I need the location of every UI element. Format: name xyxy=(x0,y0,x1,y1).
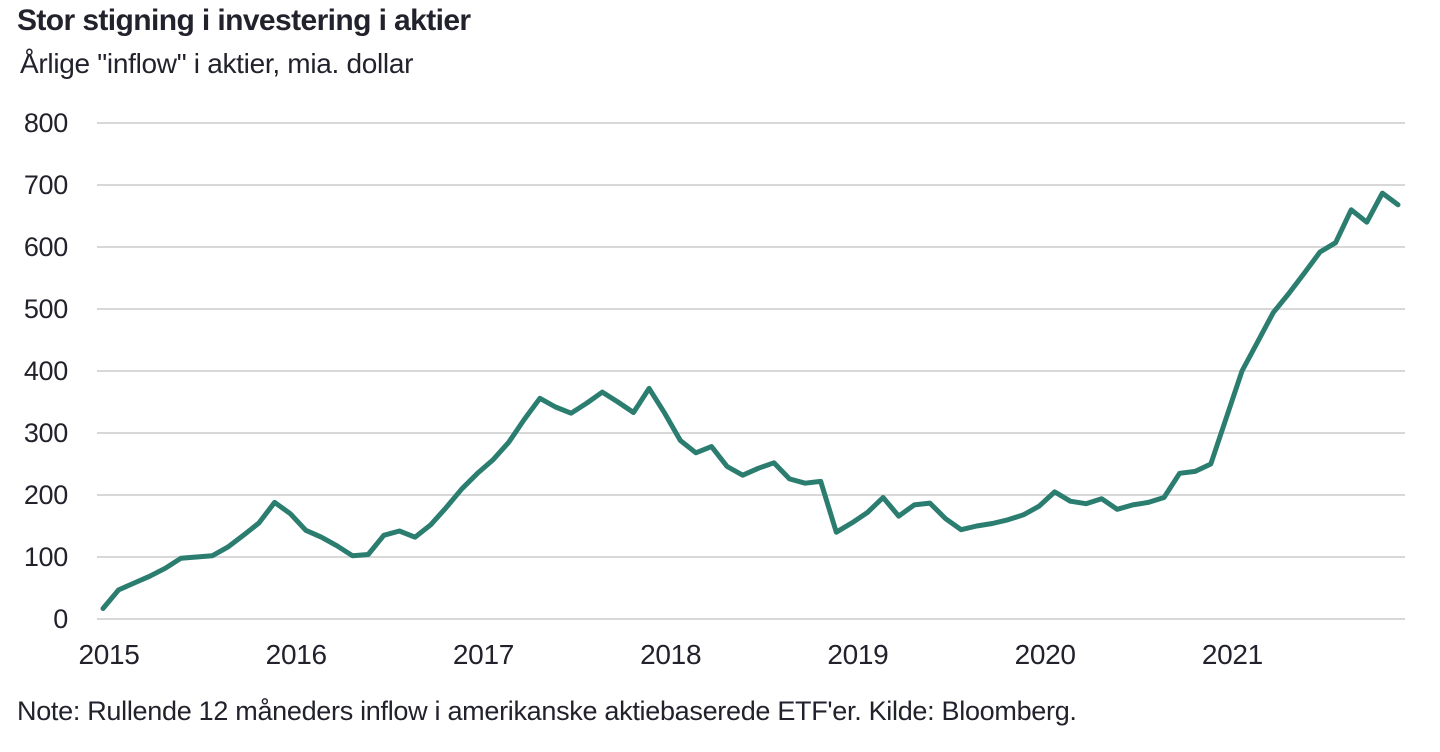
x-axis-tick-label: 2016 xyxy=(265,639,327,670)
y-axis-tick-label: 200 xyxy=(23,480,68,510)
y-axis-tick-label: 700 xyxy=(23,170,68,200)
y-axis-tick-label: 500 xyxy=(23,294,68,324)
x-axis-tick-label: 2018 xyxy=(640,639,702,670)
chart-subtitle: Årlige "inflow" i aktier, mia. dollar xyxy=(20,48,414,79)
x-axis-tick-label: 2015 xyxy=(78,639,140,670)
y-axis-tick-label: 100 xyxy=(23,542,68,572)
x-axis-tick-label: 2019 xyxy=(827,639,889,670)
inflow-line xyxy=(100,190,1401,611)
y-axis-tick-label: 600 xyxy=(23,232,68,262)
x-axis-tick-label: 2017 xyxy=(452,639,514,670)
chart-note: Note: Rullende 12 måneders inflow i amer… xyxy=(17,696,1077,726)
y-axis-tick-label: 800 xyxy=(23,108,68,138)
x-axis-tick-label: 2021 xyxy=(1201,639,1263,670)
y-axis-tick-label: 400 xyxy=(23,356,68,386)
y-axis-tick-label: 0 xyxy=(53,604,68,634)
x-axis-tick-label: 2020 xyxy=(1014,639,1076,670)
chart-title: Stor stigning i investering i aktier xyxy=(17,4,471,37)
y-axis-tick-label: 300 xyxy=(23,418,68,448)
